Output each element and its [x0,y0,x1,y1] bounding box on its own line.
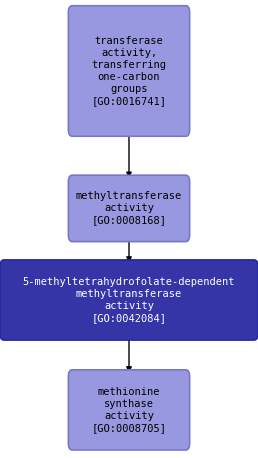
FancyBboxPatch shape [0,260,258,340]
Text: 5-methyltetrahydrofolate-dependent
methyltransferase
activity
[GO:0042084]: 5-methyltetrahydrofolate-dependent methy… [23,277,235,323]
Text: methyltransferase
activity
[GO:0008168]: methyltransferase activity [GO:0008168] [76,191,182,225]
FancyBboxPatch shape [68,175,190,242]
Text: methionine
synthase
activity
[GO:0008705]: methionine synthase activity [GO:0008705… [92,387,166,433]
FancyBboxPatch shape [68,5,190,136]
FancyBboxPatch shape [68,370,190,450]
Text: transferase
activity,
transferring
one-carbon
groups
[GO:0016741]: transferase activity, transferring one-c… [92,36,166,106]
